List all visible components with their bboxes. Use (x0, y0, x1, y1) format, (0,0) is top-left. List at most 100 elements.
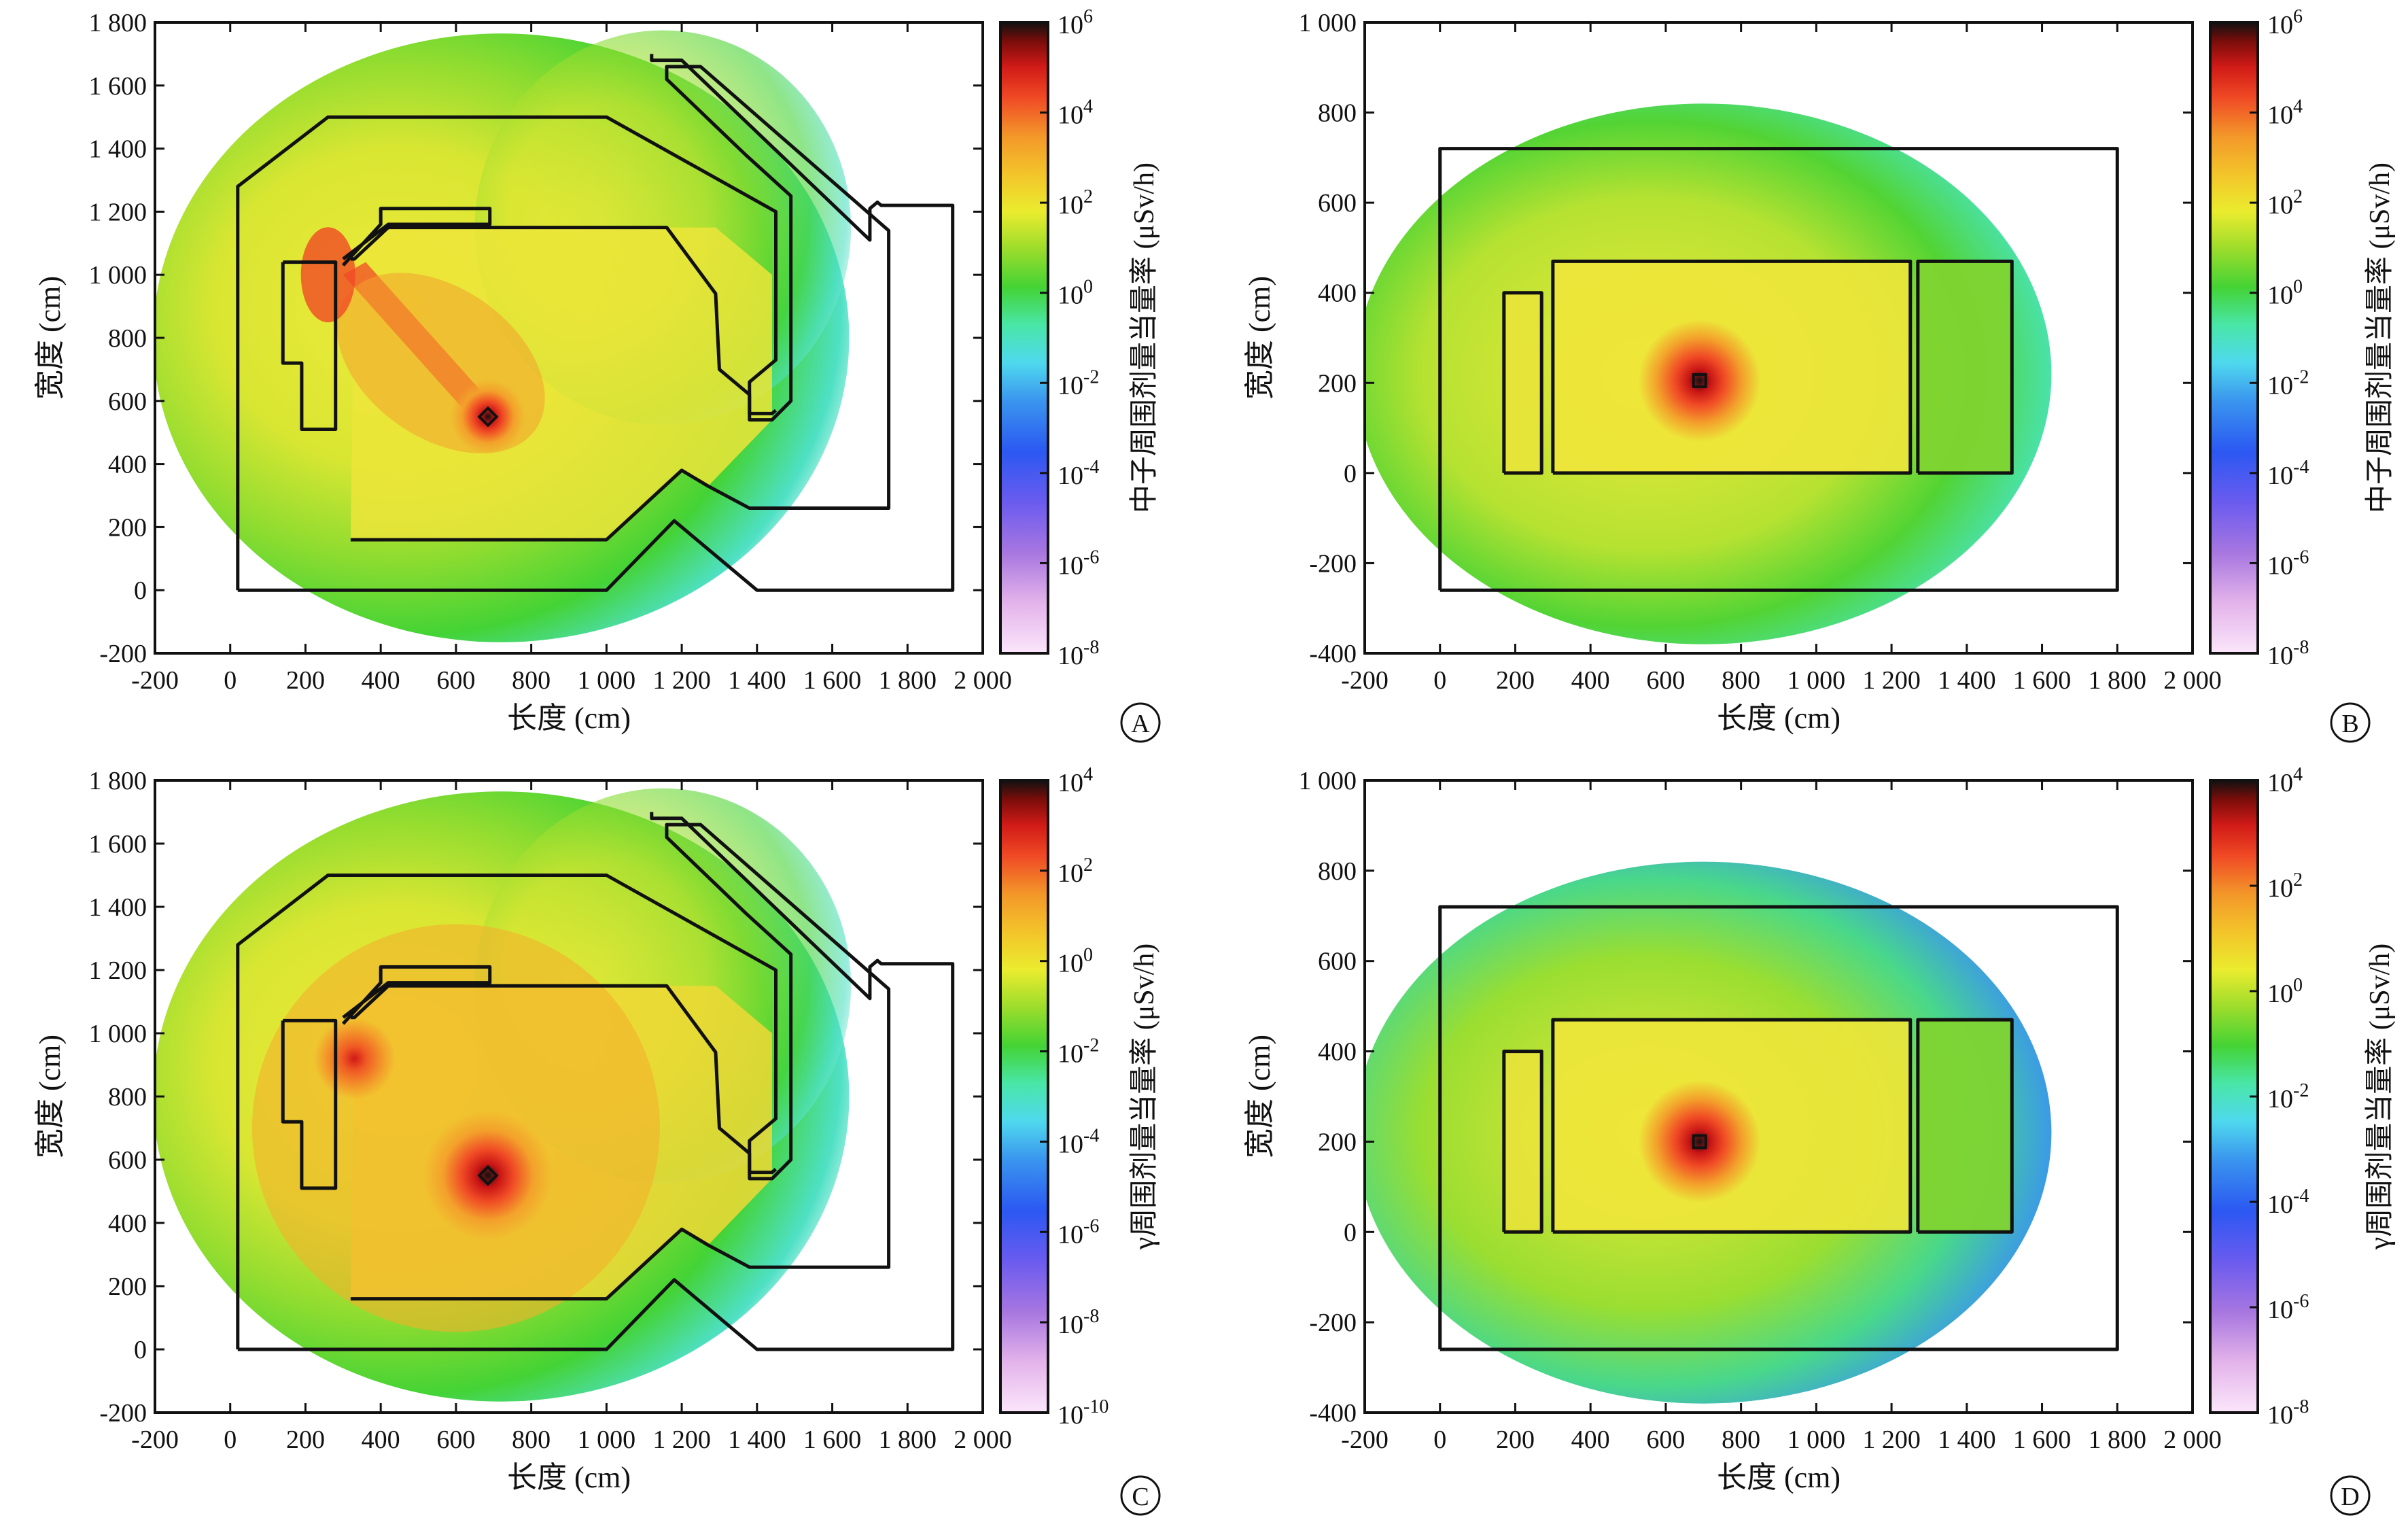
geometry-outer (236, 115, 778, 591)
source-marker (477, 406, 499, 428)
x-tick-label: 200 (1496, 666, 1535, 695)
colorbar-tick-label: 100 (2267, 277, 2303, 310)
y-tick-label: 200 (1318, 369, 1357, 398)
x-tick-label: 400 (1571, 666, 1610, 695)
dose-field (155, 30, 852, 642)
x-tick-label: -200 (131, 1426, 179, 1454)
geometry-shield (341, 965, 492, 1025)
panel-label-circle (1120, 702, 1161, 743)
x-tick-label: 1 000 (578, 1426, 636, 1454)
colorbar (999, 779, 1049, 1414)
colorbar-tick-label: 102 (1058, 186, 1093, 220)
x-tick-label: 2 000 (954, 1426, 1012, 1454)
colorbar-label: γ周围剂量当量率 (μSv/h) (2364, 944, 2396, 1251)
room-fill-small (1503, 292, 1542, 473)
panel-B: -200 0 200 400 600 800 1 000 1 200 1 400 1 600 1 8… (1243, 6, 2396, 743)
x-tick-label: 800 (512, 1426, 551, 1454)
x-tick-label: -200 (131, 666, 179, 695)
y-tick-label: 0 (1344, 460, 1357, 488)
x-tick-label: 400 (362, 1426, 400, 1454)
x-tick-label: 0 (1433, 1426, 1446, 1454)
x-tick-label: 1 200 (652, 1426, 711, 1454)
y-tick-label: 600 (108, 1146, 147, 1175)
colorbar-label: γ周围剂量当量率 (μSv/h) (1128, 944, 1160, 1251)
colorbar-tick-label: 100 (1058, 277, 1093, 310)
x-tick-label: 1 400 (1938, 1426, 1996, 1454)
x-tick-label: -200 (1341, 1426, 1389, 1454)
colorbar-tick-label: 102 (2267, 869, 2303, 903)
x-tick-label: 200 (286, 1426, 325, 1454)
y-tick-label: 1 000 (1299, 9, 1357, 37)
x-tick-label: 600 (1646, 1426, 1685, 1454)
x-tick-label: 2 000 (2163, 1426, 2222, 1454)
colorbar-tick-label: 106 (2267, 6, 2303, 39)
x-tick-label: 800 (1722, 1426, 1760, 1454)
colorbar-tick-label: 100 (1058, 945, 1093, 978)
plot-frame (1363, 779, 2194, 1414)
y-tick-label: 1 000 (89, 261, 147, 290)
geometry-room1 (1502, 1050, 1543, 1234)
colorbar-tick-label: 10-8 (2267, 637, 2309, 670)
geometry-room3 (1916, 1018, 2014, 1234)
y-tick-label: 1 200 (89, 198, 147, 226)
geometry-shell (237, 812, 955, 1351)
y-tick-label: 400 (1318, 279, 1357, 308)
y-tick-label: 1 600 (89, 72, 147, 101)
geometry-outer (1438, 147, 2119, 592)
geometry-outer (236, 874, 778, 1349)
x-tick-label: 800 (512, 666, 551, 695)
x-tick-label: 1 800 (2089, 666, 2147, 695)
x-tick-label: 0 (224, 666, 237, 695)
panel-label: C (1132, 1483, 1149, 1511)
geometry-room3 (1916, 259, 2014, 475)
panel-label: D (2341, 1483, 2359, 1511)
colorbar-tick-label: 104 (1058, 97, 1093, 130)
panel-label: B (2341, 710, 2358, 738)
source-glow (1638, 1080, 1761, 1203)
y-tick-label: -200 (1309, 549, 1357, 578)
geometry-room2 (1551, 1018, 1913, 1234)
y-axis-label: 宽度 (cm) (33, 276, 67, 400)
colorbar-tick-label: 10-6 (1058, 1215, 1099, 1249)
y-tick-label: 800 (108, 1083, 147, 1111)
colorbar-tick-label: 10-8 (2267, 1396, 2309, 1430)
colorbar-tick-label: 10-4 (2267, 1186, 2309, 1219)
source-marker (1692, 373, 1707, 388)
panel-D: -200 0 200 400 600 800 1 000 1 200 1 400 1 600 1 8… (1243, 764, 2396, 1516)
panel-label-circle (1120, 1475, 1161, 1516)
colorbar-tick-label: 106 (1058, 6, 1093, 39)
panel-label-circle (2330, 702, 2371, 743)
x-tick-label: 1 000 (578, 666, 636, 695)
x-tick-label: 600 (1646, 666, 1685, 695)
colorbar-tick-label: 10-8 (1058, 637, 1099, 670)
colorbar-tick-label: 10-10 (1058, 1396, 1109, 1430)
x-tick-label: 1 600 (803, 666, 862, 695)
x-tick-label: 0 (224, 1426, 237, 1454)
x-tick-label: 800 (1722, 666, 1760, 695)
geometry-room2 (1551, 259, 1913, 475)
colorbar (999, 21, 1049, 655)
hotspot (313, 1018, 396, 1100)
x-tick-label: 600 (436, 1426, 475, 1454)
y-tick-label: 200 (108, 1273, 147, 1301)
x-tick-label: 1 400 (1938, 666, 1996, 695)
y-tick-label: 0 (134, 1336, 147, 1364)
colorbar-tick-label: 102 (1058, 854, 1093, 888)
x-tick-label: 200 (286, 666, 325, 695)
geometry-outer (1438, 905, 2119, 1351)
y-tick-label: 1 000 (89, 1020, 147, 1048)
geometry-shell (237, 54, 955, 592)
colorbar-tick-label: 10-2 (1058, 366, 1099, 400)
y-tick-label: 800 (108, 324, 147, 353)
y-tick-label: -200 (1309, 1309, 1357, 1337)
x-axis-label: 长度 (cm) (1717, 702, 1840, 735)
room-fill-right (1917, 1020, 2012, 1232)
x-tick-label: -200 (1341, 666, 1389, 695)
y-tick-label: 1 800 (89, 767, 147, 795)
y-axis-label: 宽度 (cm) (1243, 1035, 1276, 1158)
geometry-inner (350, 65, 891, 542)
x-tick-label: 2 000 (2163, 666, 2222, 695)
y-tick-label: 0 (134, 576, 147, 605)
y-tick-label: 1 600 (89, 830, 147, 859)
